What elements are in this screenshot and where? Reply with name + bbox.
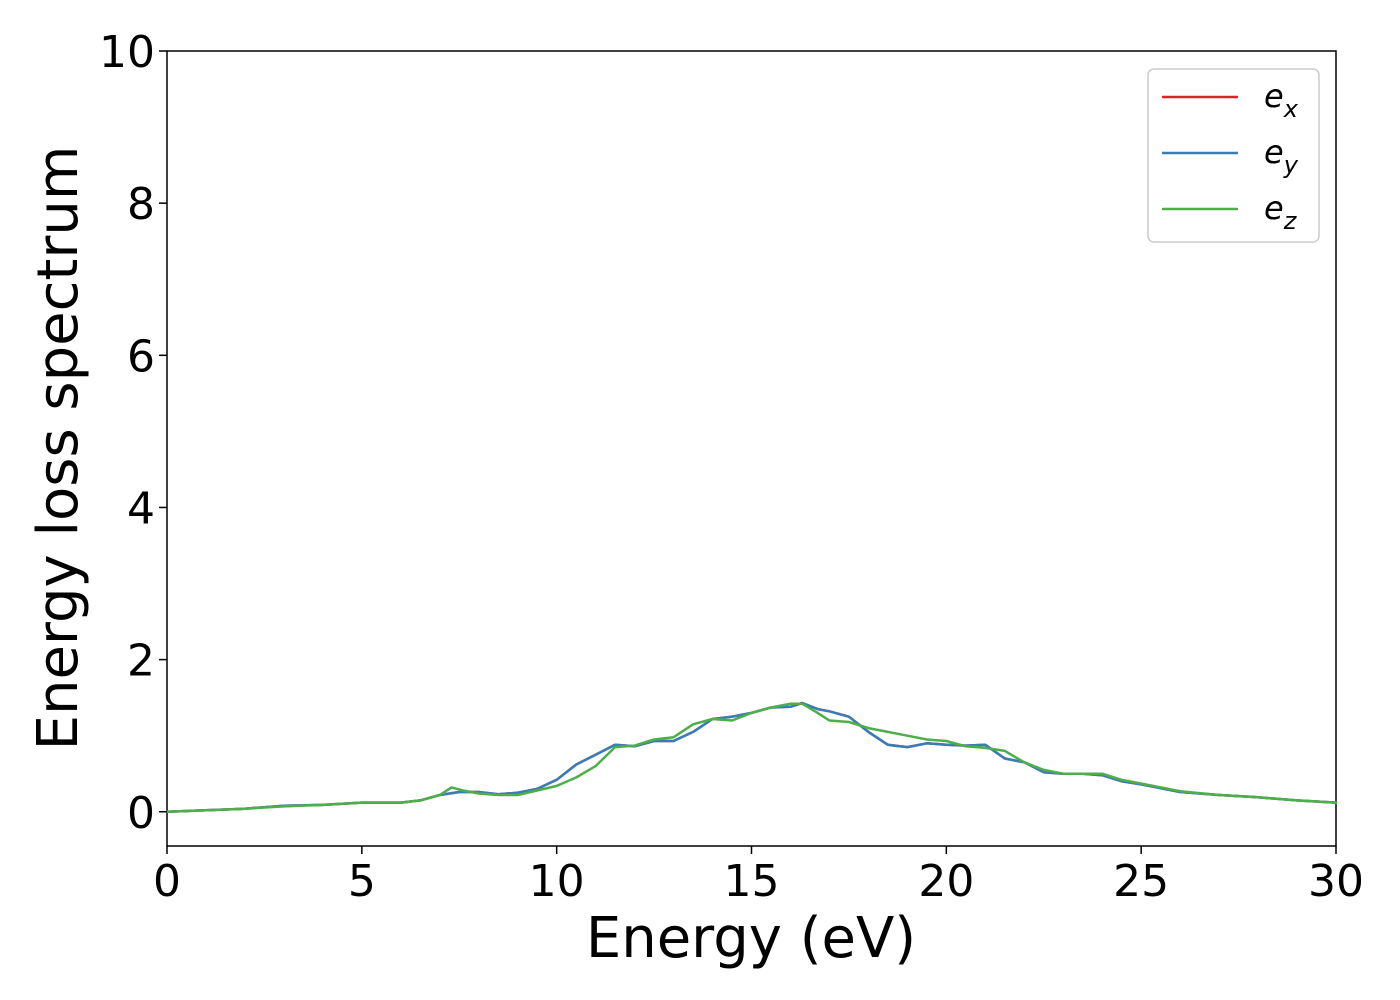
x-tick-label: 10 xyxy=(529,856,585,907)
y-tick-label: 6 xyxy=(127,331,155,382)
y-tick-label: 2 xyxy=(127,636,155,687)
legend: ex ey ez xyxy=(1147,68,1320,243)
x-axis: 0 5 10 15 20 25 30 xyxy=(153,846,1364,907)
legend-label-z: ez xyxy=(1264,189,1298,235)
y-axis-title: Energy loss spectrum xyxy=(26,146,91,751)
series-layer xyxy=(165,701,1338,814)
legend-box xyxy=(1147,68,1320,243)
series-line-z xyxy=(165,702,1338,814)
x-tick-label: 30 xyxy=(1308,856,1364,907)
x-tick-label: 0 xyxy=(153,856,181,907)
x-tick-label: 20 xyxy=(918,856,974,907)
y-tick-label: 0 xyxy=(127,788,155,839)
x-tick-label: 5 xyxy=(348,856,376,907)
y-tick-label: 10 xyxy=(99,27,155,78)
y-axis: 0 2 4 6 8 10 xyxy=(99,27,167,839)
y-tick-label: 4 xyxy=(127,483,155,534)
legend-label-x: ex xyxy=(1264,77,1299,123)
legend-label-y: ey xyxy=(1264,133,1299,179)
y-tick-label: 8 xyxy=(127,179,155,230)
x-axis-title: Energy (eV) xyxy=(586,906,916,971)
x-tick-label: 25 xyxy=(1113,856,1169,907)
x-tick-label: 15 xyxy=(724,856,780,907)
